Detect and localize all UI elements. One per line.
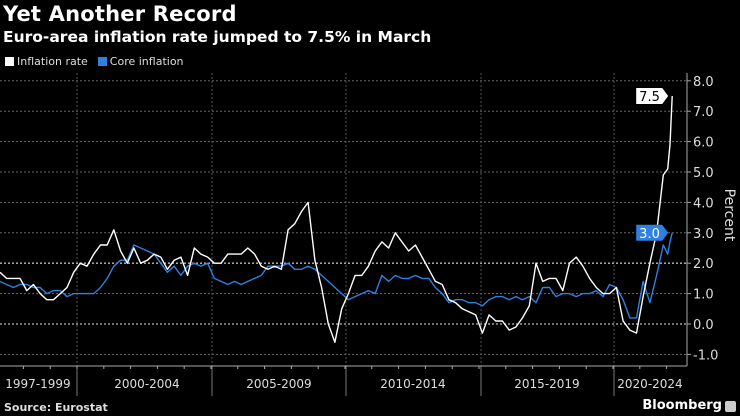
y-tick-label: 8.0 xyxy=(693,75,714,90)
x-tick-label: 2010-2014 xyxy=(380,377,445,391)
last-value-tag xyxy=(636,88,669,104)
y-tick-label: 0.0 xyxy=(693,318,714,333)
bloomberg-chart-icon xyxy=(725,401,736,412)
last-value-label: 3.0 xyxy=(639,227,660,242)
chart-title: Yet Another Record xyxy=(3,2,237,26)
series-line-inflation-rate xyxy=(0,95,673,343)
y-tick-label: 5.0 xyxy=(693,166,714,181)
y-tick-label: 4.0 xyxy=(693,196,714,211)
legend-item-inflation: Inflation rate xyxy=(5,55,88,68)
source-note: Source: Eurostat xyxy=(4,401,108,414)
x-tick-label: 2020-2024 xyxy=(617,377,682,391)
x-tick-label: 2005-2009 xyxy=(246,377,311,391)
legend: Inflation rate Core inflation xyxy=(5,55,184,68)
x-tick-label: 2000-2004 xyxy=(114,377,179,391)
y-tick-label: 1.0 xyxy=(693,288,714,303)
bloomberg-logo: Bloomberg xyxy=(642,398,722,413)
y-axis-label: Percent xyxy=(721,189,737,242)
y-tick-label: 7.0 xyxy=(693,105,714,120)
x-tick-label: 1997-1999 xyxy=(5,377,70,391)
y-tick-label: 3.0 xyxy=(693,227,714,242)
legend-label: Inflation rate xyxy=(17,55,88,68)
y-tick-label: 2.0 xyxy=(693,257,714,272)
y-tick-label: -1.0 xyxy=(693,348,718,363)
series-line-core-inflation xyxy=(0,232,673,319)
y-tick-label: 6.0 xyxy=(693,136,714,151)
legend-label: Core inflation xyxy=(109,55,184,68)
chart-subtitle: Euro-area inflation rate jumped to 7.5% … xyxy=(3,28,432,46)
legend-swatch xyxy=(97,57,107,66)
legend-swatch xyxy=(5,57,14,66)
last-value-tag xyxy=(636,224,669,241)
last-value-label: 7.5 xyxy=(639,90,660,105)
x-tick-label: 2015-2019 xyxy=(514,377,579,391)
legend-item-core: Core inflation xyxy=(97,55,184,68)
